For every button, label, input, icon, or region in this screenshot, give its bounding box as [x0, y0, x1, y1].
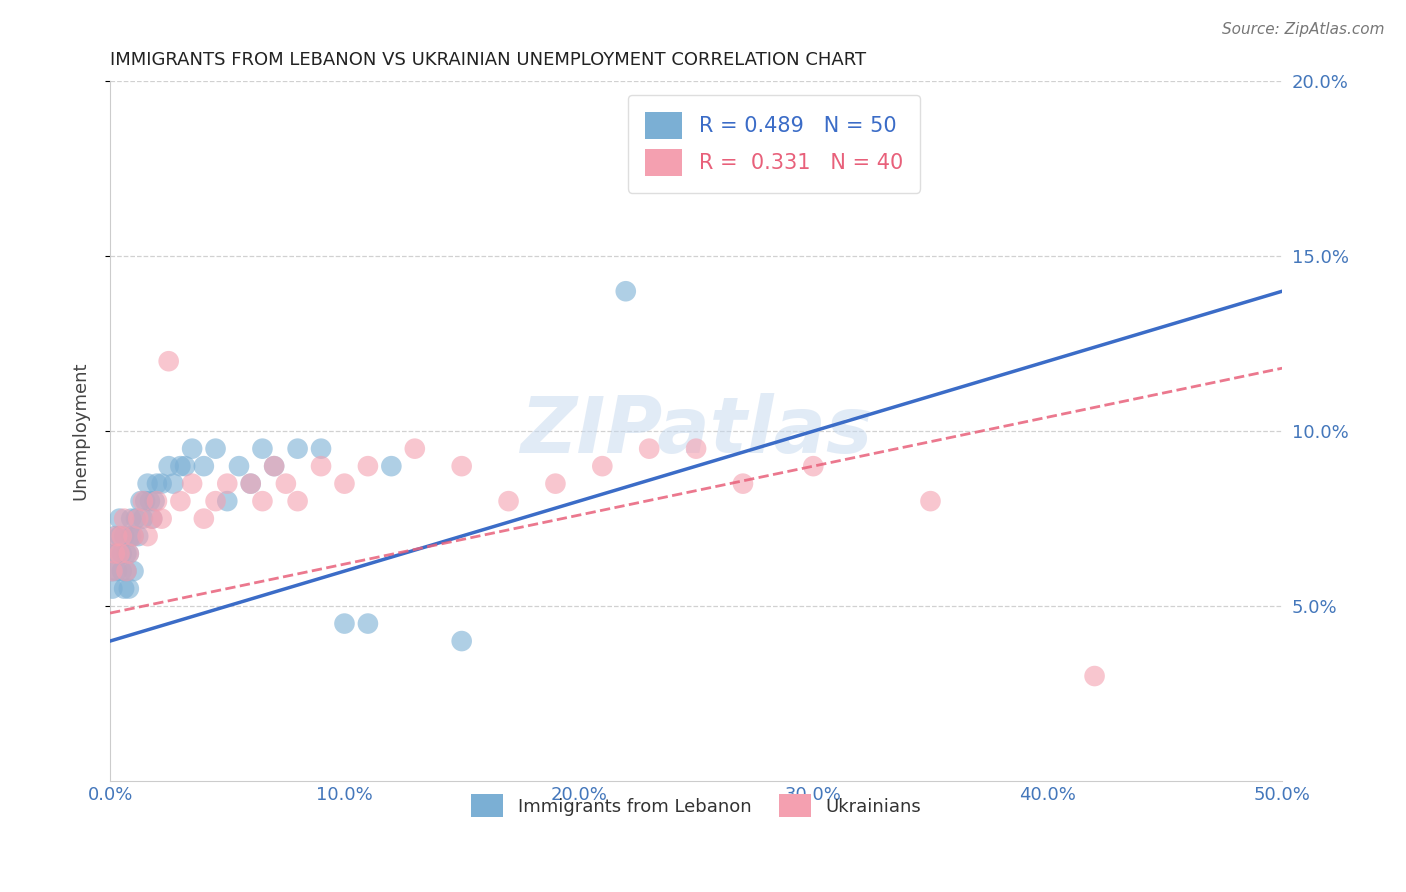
Point: [111, 529, 134, 543]
Point: [105, 564, 128, 578]
Point: [162, 476, 184, 491]
Point: [150, 511, 173, 525]
Point: [118, 547, 141, 561]
Point: [122, 564, 145, 578]
Point: [136, 529, 159, 543]
Point: [104, 529, 127, 543]
Point: [143, 494, 166, 508]
Point: [309, 442, 332, 456]
Point: [380, 459, 402, 474]
Point: [544, 476, 567, 491]
Point: [333, 616, 356, 631]
Point: [263, 459, 285, 474]
Point: [638, 442, 661, 456]
Point: [920, 494, 942, 508]
Point: [146, 494, 169, 508]
Point: [357, 616, 380, 631]
Point: [169, 494, 191, 508]
Y-axis label: Unemployment: Unemployment: [72, 362, 89, 500]
Point: [169, 459, 191, 474]
Point: [591, 459, 613, 474]
Point: [129, 494, 152, 508]
Point: [181, 476, 204, 491]
Point: [333, 476, 356, 491]
Point: [108, 529, 131, 543]
Point: [685, 442, 707, 456]
Text: ZIPatlas: ZIPatlas: [520, 393, 872, 469]
Point: [104, 547, 127, 561]
Point: [252, 442, 274, 456]
Point: [174, 459, 197, 474]
Point: [111, 564, 134, 578]
Point: [112, 511, 135, 525]
Point: [498, 494, 520, 508]
Point: [120, 529, 142, 543]
Point: [136, 476, 159, 491]
Point: [357, 459, 380, 474]
Point: [105, 547, 128, 561]
Point: [139, 494, 162, 508]
Point: [801, 459, 824, 474]
Point: [112, 529, 135, 543]
Point: [287, 442, 309, 456]
Point: [120, 511, 142, 525]
Point: [115, 564, 138, 578]
Point: [239, 476, 262, 491]
Point: [122, 529, 145, 543]
Point: [125, 511, 148, 525]
Point: [157, 354, 180, 368]
Point: [118, 582, 141, 596]
Point: [217, 476, 239, 491]
Point: [204, 494, 226, 508]
Point: [132, 511, 155, 525]
Point: [122, 529, 145, 543]
Text: Source: ZipAtlas.com: Source: ZipAtlas.com: [1222, 22, 1385, 37]
Point: [287, 494, 309, 508]
Point: [204, 442, 226, 456]
Point: [101, 564, 124, 578]
Point: [134, 494, 156, 508]
Point: [108, 511, 131, 525]
Point: [127, 511, 149, 525]
Point: [309, 459, 332, 474]
Point: [181, 442, 204, 456]
Point: [450, 634, 472, 648]
Point: [150, 476, 173, 491]
Point: [141, 511, 163, 525]
Point: [404, 442, 426, 456]
Point: [132, 494, 155, 508]
Point: [193, 511, 215, 525]
Point: [1084, 669, 1107, 683]
Point: [157, 459, 180, 474]
Point: [108, 547, 131, 561]
Point: [105, 529, 128, 543]
Point: [101, 564, 124, 578]
Point: [101, 582, 124, 596]
Point: [146, 476, 169, 491]
Point: [193, 459, 215, 474]
Point: [115, 564, 138, 578]
Point: [115, 547, 138, 561]
Point: [111, 547, 134, 561]
Point: [239, 476, 262, 491]
Point: [141, 511, 163, 525]
Point: [104, 547, 127, 561]
Point: [127, 529, 149, 543]
Point: [450, 459, 472, 474]
Text: IMMIGRANTS FROM LEBANON VS UKRAINIAN UNEMPLOYMENT CORRELATION CHART: IMMIGRANTS FROM LEBANON VS UKRAINIAN UNE…: [110, 51, 866, 69]
Legend: Immigrants from Lebanon, Ukrainians: Immigrants from Lebanon, Ukrainians: [464, 787, 928, 824]
Point: [112, 582, 135, 596]
Point: [252, 494, 274, 508]
Point: [217, 494, 239, 508]
Point: [274, 476, 297, 491]
Point: [614, 285, 637, 299]
Point: [731, 476, 754, 491]
Point: [118, 547, 141, 561]
Point: [263, 459, 285, 474]
Point: [228, 459, 250, 474]
